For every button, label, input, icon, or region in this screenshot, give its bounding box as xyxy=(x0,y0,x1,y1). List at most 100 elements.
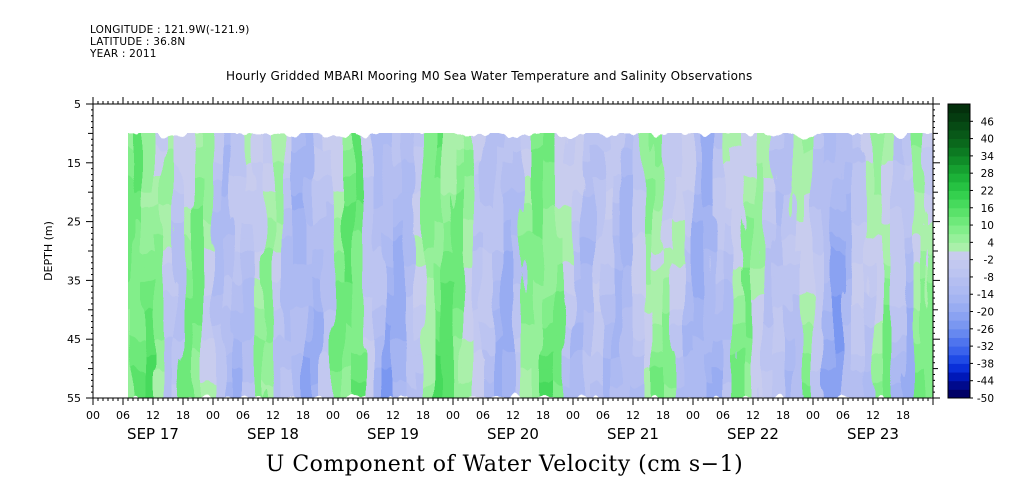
heatmap-cell xyxy=(313,295,324,311)
heatmap-cell xyxy=(353,339,364,355)
heatmap-cell xyxy=(563,177,574,193)
heatmap-cell xyxy=(133,206,144,223)
heatmap-cell xyxy=(653,309,664,326)
heatmap-cell xyxy=(203,383,214,398)
heatmap-cell xyxy=(853,265,864,281)
heatmap-cell xyxy=(713,206,724,223)
heatmap-cell xyxy=(343,221,354,237)
heatmap-cell xyxy=(673,148,684,164)
heatmap-cell xyxy=(833,339,844,355)
heatmap-cell xyxy=(783,251,794,267)
heatmap-cell xyxy=(223,324,234,340)
heatmap-cell xyxy=(393,162,404,179)
colorbar-swatch xyxy=(948,190,970,200)
heatmap-cell xyxy=(873,280,884,296)
heatmap-cell xyxy=(713,280,724,296)
heatmap-cell xyxy=(813,353,824,370)
heatmap-cell xyxy=(703,339,714,355)
heatmap-cell xyxy=(763,133,774,149)
colorbar-swatch xyxy=(948,225,970,235)
heatmap-cell xyxy=(793,280,804,296)
heatmap-cell xyxy=(843,162,854,179)
heatmap-cell xyxy=(173,177,184,193)
x-hour-label: 06 xyxy=(836,409,850,422)
heatmap-cell xyxy=(303,206,314,223)
heatmap-cell xyxy=(543,339,554,355)
heatmap-cell xyxy=(703,265,714,281)
heatmap-cell xyxy=(433,236,444,252)
heatmap-cell xyxy=(813,133,824,149)
heatmap-cell xyxy=(383,368,394,384)
heatmap-cell xyxy=(693,192,704,208)
heatmap-cell xyxy=(613,309,624,326)
colorbar-swatch xyxy=(948,259,970,269)
heatmap-cell xyxy=(523,339,534,355)
heatmap-cell xyxy=(853,324,864,340)
heatmap-cell xyxy=(253,206,264,223)
heatmap-cell xyxy=(143,133,154,149)
heatmap-cell xyxy=(893,309,904,326)
heatmap-cell xyxy=(193,324,204,340)
heatmap-cell xyxy=(433,309,444,326)
heatmap-cell xyxy=(843,192,854,208)
heatmap-cell xyxy=(913,280,924,296)
heatmap-cell xyxy=(863,339,874,355)
heatmap-cell xyxy=(713,339,724,355)
heatmap-cell xyxy=(923,148,933,164)
heatmap-cell xyxy=(233,324,244,340)
heatmap-cell xyxy=(913,324,924,340)
heatmap-cell xyxy=(253,280,264,296)
heatmap-cell xyxy=(493,192,504,208)
heatmap-cell xyxy=(393,353,404,370)
heatmap-cell xyxy=(213,206,224,223)
heatmap-cell xyxy=(923,177,933,193)
heatmap-cell xyxy=(443,148,454,164)
heatmap-cell xyxy=(293,177,304,193)
heatmap-cell xyxy=(193,206,204,223)
heatmap-cell xyxy=(323,309,334,326)
heatmap-cell xyxy=(153,192,164,208)
heatmap-cell xyxy=(443,206,454,223)
heatmap-cell xyxy=(543,221,554,237)
heatmap-cell xyxy=(203,324,214,340)
heatmap-cell xyxy=(173,280,184,296)
heatmap-cell xyxy=(263,192,274,208)
heatmap-cell xyxy=(913,162,924,179)
heatmap-cell xyxy=(693,265,704,281)
heatmap-cell xyxy=(213,295,224,311)
heatmap-cell xyxy=(823,309,834,326)
heatmap-cell xyxy=(633,251,644,267)
heatmap-cell xyxy=(753,162,764,179)
heatmap-cell xyxy=(363,324,374,340)
heatmap-cell xyxy=(843,368,854,384)
heatmap-cell xyxy=(423,368,434,384)
heatmap-cell xyxy=(133,177,144,193)
heatmap-cell xyxy=(143,236,154,252)
heatmap-cell xyxy=(793,353,804,370)
heatmap-cell xyxy=(923,265,933,281)
heatmap-cell xyxy=(773,177,784,193)
heatmap-cell xyxy=(493,324,504,340)
heatmap-cell xyxy=(133,192,144,208)
heatmap-cell xyxy=(333,295,344,311)
heatmap-cell xyxy=(633,295,644,311)
heatmap-cell xyxy=(173,162,184,179)
heatmap-cell xyxy=(643,324,654,340)
heatmap-cell xyxy=(753,177,764,193)
heatmap-cell xyxy=(253,383,264,398)
heatmap-cell xyxy=(603,236,614,252)
heatmap-cell xyxy=(563,133,574,149)
x-hour-label: 12 xyxy=(266,409,280,422)
heatmap-cell xyxy=(283,265,294,281)
heatmap-cell xyxy=(813,177,824,193)
heatmap-cell xyxy=(523,236,534,252)
heatmap-cell xyxy=(703,383,714,398)
heatmap-cell xyxy=(663,221,674,237)
heatmap-cell xyxy=(713,368,724,384)
heatmap-cell xyxy=(153,162,164,179)
x-date-label: SEP 20 xyxy=(487,425,539,443)
heatmap-cell xyxy=(593,383,604,398)
heatmap-cell xyxy=(573,309,584,326)
heatmap-cell xyxy=(703,236,714,252)
heatmap-cell xyxy=(863,162,874,179)
